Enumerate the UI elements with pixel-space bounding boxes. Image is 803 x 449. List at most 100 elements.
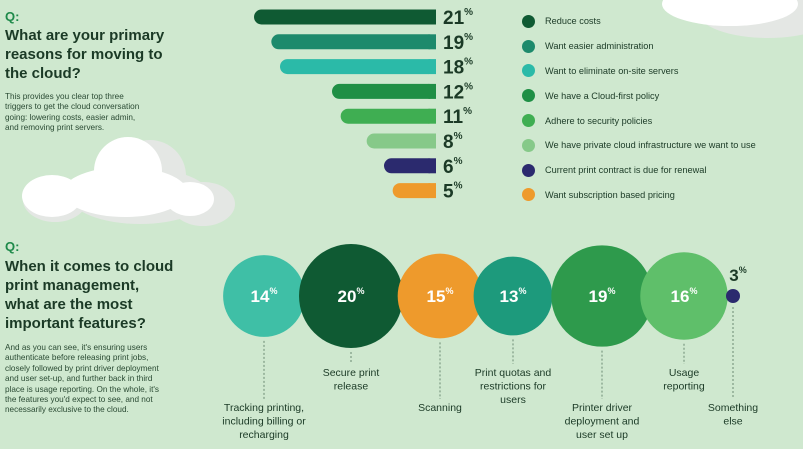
decor-clouds (22, 0, 803, 226)
title-line: what are the most (5, 296, 133, 313)
bar-end (428, 108, 436, 124)
reasons-legend: Reduce costs Want easier administration … (522, 9, 792, 207)
feature-label: Scanning (418, 402, 462, 414)
legend-swatch (522, 188, 535, 202)
desc-line: and removing print servers. (5, 123, 105, 133)
bar (332, 83, 436, 99)
legend-item: Current print contract is due for renewa… (522, 158, 792, 183)
feature-label: else (723, 416, 742, 428)
bubble (726, 289, 740, 303)
unit-label: % (463, 106, 472, 117)
bubble-value-label: 3% (729, 265, 746, 285)
legend-swatch (522, 39, 535, 53)
desc-line: the features you'd expect to see, and no… (5, 395, 153, 405)
feature-label: release (334, 381, 369, 393)
unit-label: % (464, 81, 473, 92)
cloud-icon (662, 0, 803, 38)
bar-end (428, 9, 436, 25)
unit-label: % (464, 7, 473, 18)
desc-line: authenticate before releasing print jobs… (5, 353, 149, 363)
legend-label: Current print contract is due for renewa… (545, 165, 707, 176)
desc-line: and user set-up, and further back in thi… (5, 374, 153, 384)
bar-value-label: 21% (443, 7, 473, 29)
features-bubble-chart: 14%Tracking printing,including billing o… (222, 244, 758, 441)
bar-end (428, 158, 436, 174)
bar-end (428, 34, 436, 50)
desc-line: triggers to get the cloud conversation (5, 102, 140, 112)
legend-item: Want to eliminate on-site servers (522, 59, 792, 84)
legend-item: We have private cloud infrastructure we … (522, 133, 792, 158)
feature-label: restrictions for (480, 381, 546, 393)
unit-label: % (464, 57, 473, 68)
question-description-1: This provides you clear top three trigge… (5, 92, 205, 134)
title-line: print management, (5, 277, 140, 294)
feature-label: Usage (669, 367, 700, 379)
reasons-bar-chart: 21% 19% 18%12% 11% 8% 6% 5% (254, 7, 473, 203)
feature-label: reporting (663, 381, 705, 393)
legend-item: Adhere to security policies (522, 108, 792, 133)
legend-item: We have a Cloud-first policy (522, 83, 792, 108)
bar (340, 108, 436, 124)
desc-line: going: lowering costs, easier admin, (5, 112, 136, 122)
title-line: reasons for moving to (5, 46, 163, 63)
unit-label: % (445, 286, 453, 296)
desc-line: And as you can see, it's ensuring users (5, 343, 148, 352)
unit-label: % (607, 286, 615, 296)
bar (271, 34, 436, 50)
bubble (397, 253, 483, 339)
bar-end (428, 59, 436, 75)
legend-swatch (522, 14, 535, 28)
bar-end (428, 183, 436, 199)
unit-label: % (739, 265, 747, 275)
unit-label: % (518, 286, 526, 296)
question-title-1: What are your primary reasons for moving… (5, 26, 205, 83)
feature-label: Printer driver (572, 402, 633, 414)
legend-label: We have a Cloud-first policy (545, 90, 660, 101)
title-line: When it comes to cloud (5, 258, 174, 275)
bar-value-label: 12% (443, 81, 473, 103)
legend-swatch (522, 64, 535, 78)
question-mark-1: Q: (5, 9, 20, 24)
legend-swatch (522, 89, 535, 103)
cloud-icon (22, 137, 235, 226)
bar-value-label: 6% (443, 156, 463, 178)
feature-label: recharging (239, 429, 289, 441)
desc-line: necessarily exclusive to the cloud. (5, 405, 129, 415)
legend-label: Adhere to security policies (545, 115, 653, 126)
bar (254, 9, 436, 25)
bar-end (428, 83, 436, 99)
unit-label: % (454, 156, 463, 167)
bar-value-label: 18% (443, 57, 473, 79)
legend-swatch (522, 114, 535, 128)
bubble (473, 256, 553, 336)
bar (280, 59, 436, 75)
bar (384, 158, 436, 174)
feature-label: including billing or (222, 416, 306, 428)
title-line: important features? (5, 315, 146, 332)
unit-label: % (454, 131, 463, 142)
feature-label: Something (708, 402, 758, 414)
legend-label: We have private cloud infrastructure we … (545, 140, 756, 151)
bar-value-label: 11% (443, 106, 472, 128)
desc-line: This provides you clear top three (5, 92, 124, 101)
bubble (551, 245, 653, 347)
title-line: the cloud? (5, 65, 81, 82)
unit-label: % (269, 286, 277, 296)
feature-label: users (500, 394, 526, 406)
legend-label: Want easier administration (545, 41, 654, 52)
title-line: What are your primary (5, 27, 165, 44)
feature-label: user set up (576, 429, 628, 441)
bar-end (428, 133, 436, 149)
feature-label: Secure print (323, 367, 380, 379)
feature-label: Print quotas and (475, 367, 552, 379)
desc-line: closely followed by print driver deploym… (5, 363, 159, 373)
unit-label: % (689, 286, 697, 296)
question-description-2: And as you can see, it's ensuring users … (5, 343, 220, 416)
feature-label: deployment and (565, 416, 640, 428)
legend-label: Want to eliminate on-site servers (545, 65, 679, 76)
legend-item: Reduce costs (522, 9, 792, 34)
legend-swatch (522, 163, 535, 177)
question-title-2: When it comes to cloud print management,… (5, 257, 220, 333)
legend-swatch (522, 138, 535, 152)
